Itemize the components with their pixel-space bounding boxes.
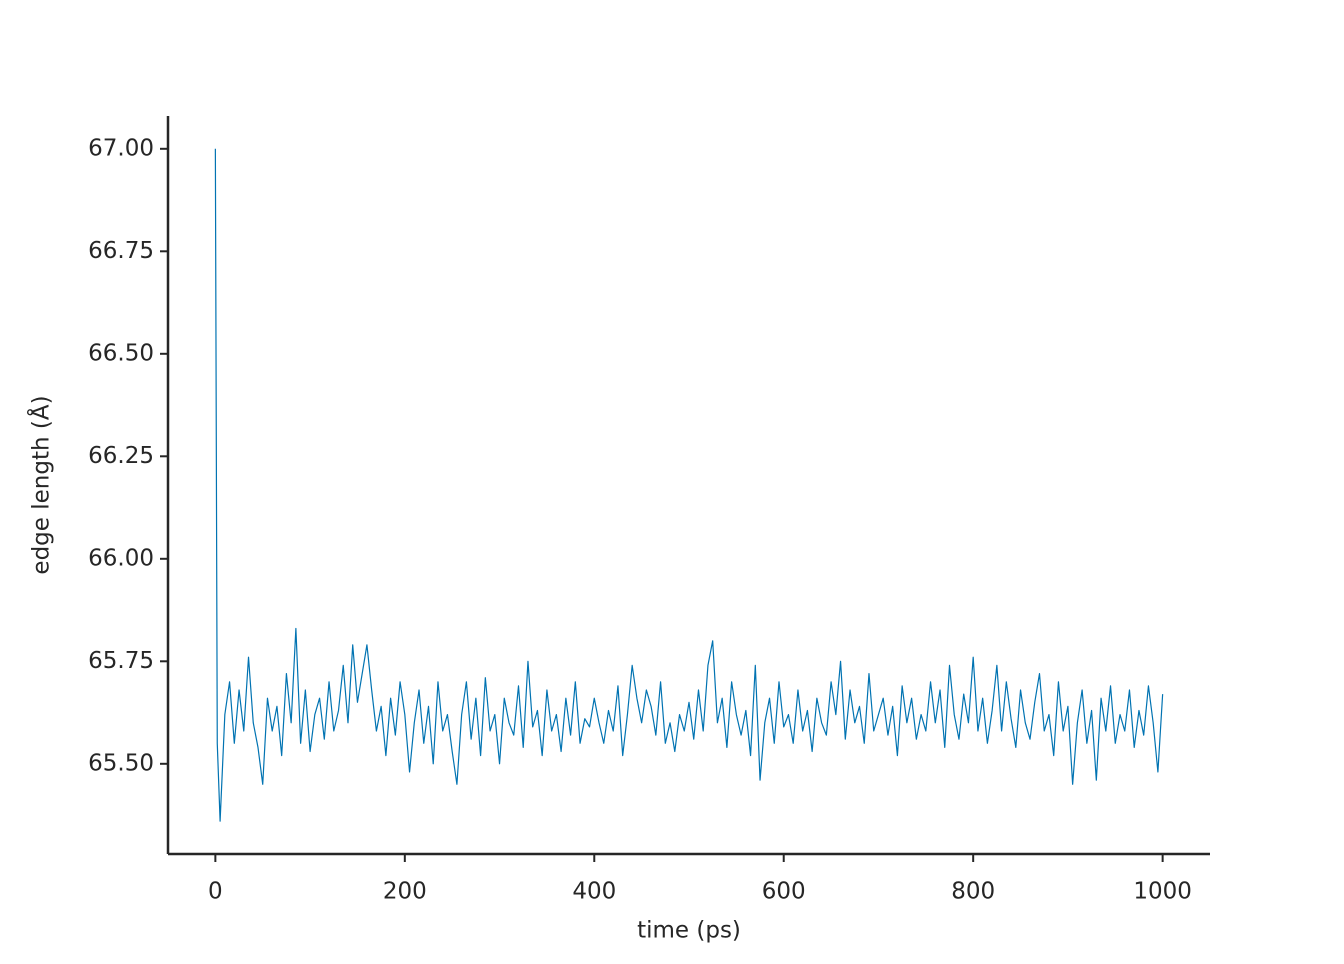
y-tick-label: 66.50 <box>88 340 154 366</box>
x-tick-label: 400 <box>572 879 616 905</box>
x-tick-label: 600 <box>762 879 806 905</box>
line-series <box>214 148 1164 822</box>
x-tick-label: 0 <box>208 879 223 905</box>
y-tick-label: 67.00 <box>88 135 154 161</box>
x-tick-label: 200 <box>383 879 427 905</box>
x-axis-label: time (ps) <box>637 918 741 944</box>
y-tick-label: 65.50 <box>88 750 154 776</box>
y-tick-label: 66.00 <box>88 545 154 571</box>
x-tick-label: 800 <box>951 879 995 905</box>
x-tick-label: 1000 <box>1133 879 1192 905</box>
y-tick-label: 66.75 <box>88 238 154 264</box>
y-tick-label: 66.25 <box>88 443 154 469</box>
y-axis-label: edge length (Å) <box>27 395 55 574</box>
y-tick-label: 65.75 <box>88 648 154 674</box>
